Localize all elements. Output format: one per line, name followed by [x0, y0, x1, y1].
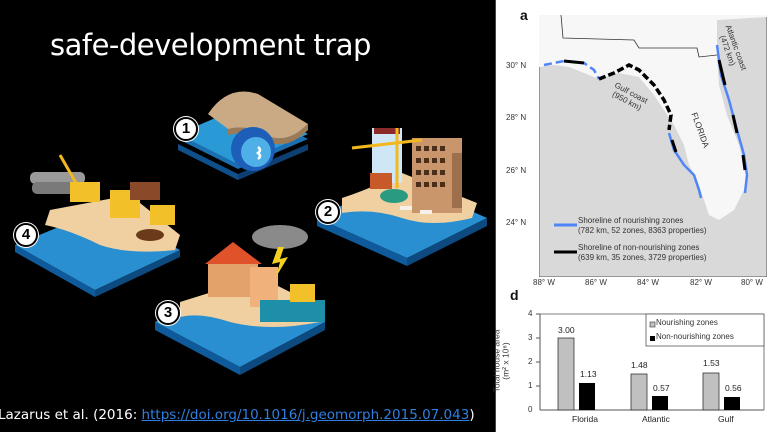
y-axis-label: Total house area (m² x 10⁶): [491, 329, 511, 393]
lat-tick-28: 28° N: [506, 113, 527, 122]
bar-chart: [536, 313, 765, 411]
lon-tick-84: 84° W: [637, 278, 659, 287]
value-florida-non: 1.13: [580, 369, 597, 379]
lon-tick-80: 80° W: [741, 278, 763, 287]
step-4-tile: [10, 150, 190, 300]
step-3-badge: 3: [156, 301, 180, 325]
chart-legend-non-nourishing: Non-nourishing zones: [656, 332, 734, 341]
category-atlantic: Atlantic: [642, 414, 670, 424]
legend-non-nourishing: Shoreline of non-nourishing zones (639 k…: [578, 243, 707, 262]
lon-tick-82: 82° W: [690, 278, 712, 287]
y-tick-3: 3: [528, 333, 533, 342]
figure-panel: a Gulf coast (950 km) Atlantic coast (47…: [491, 0, 768, 432]
value-atlantic-non: 0.57: [653, 383, 670, 393]
citation-prefix: Lazarus et al. (2016:: [0, 407, 142, 423]
value-gulf-non: 0.56: [725, 383, 742, 393]
lat-tick-30: 30° N: [506, 61, 527, 70]
category-gulf: Gulf: [718, 414, 734, 424]
wave-erosion-icon: [178, 91, 308, 180]
slide-title: safe-development trap: [50, 28, 371, 62]
step-4-badge: 4: [14, 223, 38, 247]
category-florida: Florida: [572, 414, 598, 424]
step-3-tile: [150, 222, 330, 377]
value-gulf-nourishing: 1.53: [703, 358, 720, 368]
citation: Lazarus et al. (2016: https://doi.org/10…: [0, 407, 475, 423]
step-2-badge: 2: [316, 200, 340, 224]
panel-a-letter: a: [520, 7, 528, 23]
value-atlantic-nourishing: 1.48: [631, 360, 648, 370]
doi-link[interactable]: https://doi.org/10.1016/j.geomorph.2015.…: [141, 407, 470, 423]
legend-nourishing: Shoreline of nourishing zones (782 km, 5…: [578, 216, 707, 235]
step-1-tile: [168, 84, 318, 194]
y-tick-0: 0: [528, 405, 533, 414]
value-florida-nourishing: 3.00: [558, 325, 575, 335]
citation-suffix: ): [469, 407, 475, 423]
y-tick-4: 4: [528, 309, 533, 318]
chart-legend-nourishing: Nourishing zones: [656, 318, 718, 327]
lon-tick-88: 88° W: [533, 278, 555, 287]
y-tick-1: 1: [528, 381, 533, 390]
step-2-tile: [312, 118, 492, 268]
step-1-badge: 1: [174, 117, 198, 141]
florida-map: [539, 15, 767, 277]
beach-development-icon: [317, 128, 487, 266]
y-tick-2: 2: [528, 357, 533, 366]
lon-tick-86: 86° W: [585, 278, 607, 287]
slide-left-panel: safe-development trap 1: [0, 28, 492, 423]
beach-nourishment-icon: [15, 154, 180, 297]
lat-tick-24: 24° N: [506, 218, 527, 227]
storm-damage-icon: [155, 225, 325, 375]
panel-d-letter: d: [510, 287, 519, 303]
lat-tick-26: 26° N: [506, 166, 527, 175]
